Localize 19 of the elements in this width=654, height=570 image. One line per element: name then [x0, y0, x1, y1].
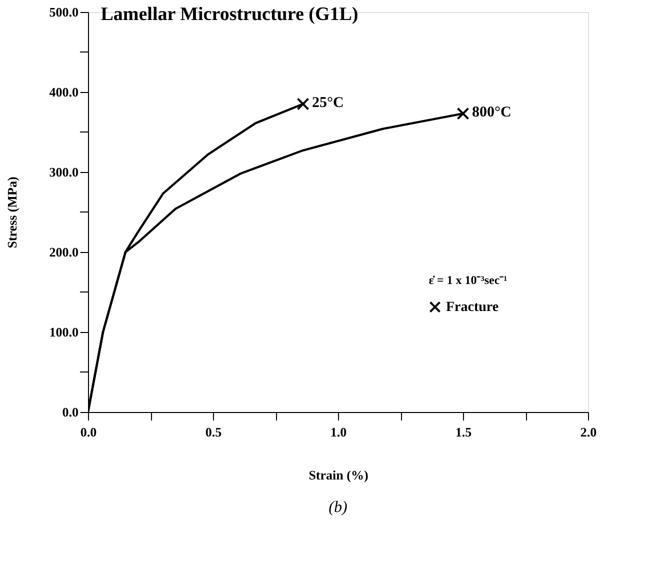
y-tick-label: 100.0: [49, 324, 78, 340]
x-tick-label: 0.5: [205, 424, 222, 440]
series-label: 800°C: [472, 104, 512, 121]
x-tick-label: 1.5: [455, 424, 472, 440]
series-label: 25°C: [312, 95, 344, 111]
x-axis-title: Strain (%): [308, 468, 368, 482]
y-tick-label: 0.0: [62, 404, 78, 420]
y-tick-label: 500.0: [49, 4, 78, 20]
x-tick-label: 1.0: [330, 424, 347, 440]
x-tick-label: 0.0: [80, 424, 97, 440]
y-tick-label: 300.0: [49, 164, 78, 180]
y-tick-label: 200.0: [49, 244, 78, 260]
legend-label: Fracture: [446, 300, 499, 315]
y-tick-label: 400.0: [49, 84, 78, 100]
text: (b): [328, 499, 348, 516]
x-tick-label: 2.0: [580, 424, 597, 440]
annotation: ε̇ = 1 x 10⁻³sec⁻¹: [428, 273, 508, 287]
y-axis-title: Stress (MPa): [4, 176, 20, 248]
chart-title: Lamellar Microstructure (G1L): [100, 4, 358, 25]
